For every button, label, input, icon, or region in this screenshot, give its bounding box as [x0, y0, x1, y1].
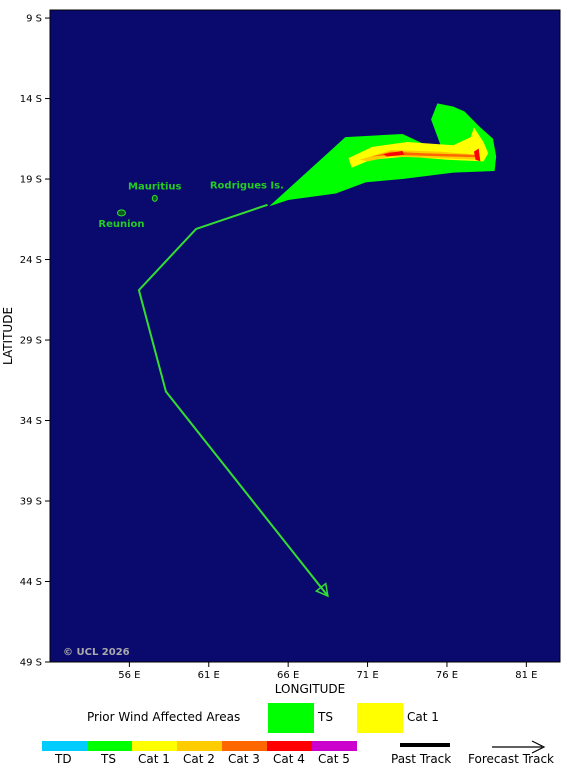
- past-track-line-icon: [400, 743, 450, 747]
- lat-tick-label: 19 S: [20, 175, 42, 186]
- lon-tick-label: 76 E: [436, 670, 458, 681]
- place-labels: Mauritius Reunion Rodrigues Is.: [98, 180, 284, 230]
- lat-tick-label: 9 S: [26, 14, 42, 25]
- lat-tick-label: 24 S: [20, 255, 42, 266]
- scale-label-cat2: Cat 2: [183, 752, 215, 766]
- legend-swatch-cat1: [357, 703, 403, 733]
- longitude-ticks: 56 E 61 E 66 E 71 E 76 E 81 E: [118, 662, 537, 681]
- wind-affected-areas: [269, 103, 497, 207]
- place-label: Mauritius: [128, 181, 182, 192]
- scale-label-cat1: Cat 1: [138, 752, 170, 766]
- lat-tick-label: 44 S: [20, 577, 42, 588]
- x-axis-title: LONGITUDE: [275, 682, 345, 696]
- scale-swatch-cat1: [132, 741, 177, 751]
- cat4-wind-area: [473, 148, 481, 162]
- lat-tick-label: 49 S: [20, 658, 42, 669]
- cat4-wind-area: [383, 150, 405, 157]
- scale-swatch-ts: [87, 741, 132, 751]
- forecast-track-label: Forecast Track: [468, 752, 554, 766]
- legend-title: Prior Wind Affected Areas: [87, 710, 241, 724]
- legend-swatch-ts: [268, 703, 314, 733]
- reunion-island: [116, 209, 126, 217]
- lon-tick-label: 61 E: [198, 670, 220, 681]
- lat-tick-label: 34 S: [20, 416, 42, 427]
- scale-label-cat3: Cat 3: [228, 752, 260, 766]
- lon-tick-label: 66 E: [277, 670, 299, 681]
- latitude-ticks: 9 S 14 S 19 S 24 S 29 S 34 S 39 S 44 S 49 S: [20, 14, 50, 669]
- scale-swatch-cat4: [267, 741, 312, 751]
- lon-tick-label: 71 E: [356, 670, 378, 681]
- scale-swatch-cat3: [222, 741, 267, 751]
- legend-label-ts: TS: [318, 710, 333, 724]
- lon-tick-label: 56 E: [118, 670, 140, 681]
- place-label: Rodrigues Is.: [210, 180, 284, 191]
- scale-label-cat4: Cat 4: [273, 752, 305, 766]
- lat-tick-label: 14 S: [20, 94, 42, 105]
- forecast-track-arrow-icon: [492, 740, 546, 754]
- legend-label-cat1: Cat 1: [407, 710, 439, 724]
- scale-label-cat5: Cat 5: [318, 752, 350, 766]
- lat-tick-label: 29 S: [20, 336, 42, 347]
- place-label: Reunion: [98, 219, 144, 230]
- past-track-label: Past Track: [391, 752, 452, 766]
- lon-tick-label: 81 E: [515, 670, 537, 681]
- scale-swatch-td: [42, 741, 87, 751]
- map-background: [49, 9, 561, 663]
- y-axis-title: LATITUDE: [1, 307, 15, 365]
- islands: [116, 194, 158, 217]
- scale-label-ts: TS: [101, 752, 116, 766]
- track-arrowhead: [314, 582, 329, 598]
- scale-swatch-cat2: [177, 741, 222, 751]
- scale-label-td: TD: [55, 752, 72, 766]
- lat-tick-label: 39 S: [20, 497, 42, 508]
- scale-swatch-cat5: [312, 741, 357, 751]
- mauritius-island: [151, 194, 158, 202]
- credit-text: © UCL 2026: [63, 647, 130, 658]
- storm-track-line: [137, 203, 329, 597]
